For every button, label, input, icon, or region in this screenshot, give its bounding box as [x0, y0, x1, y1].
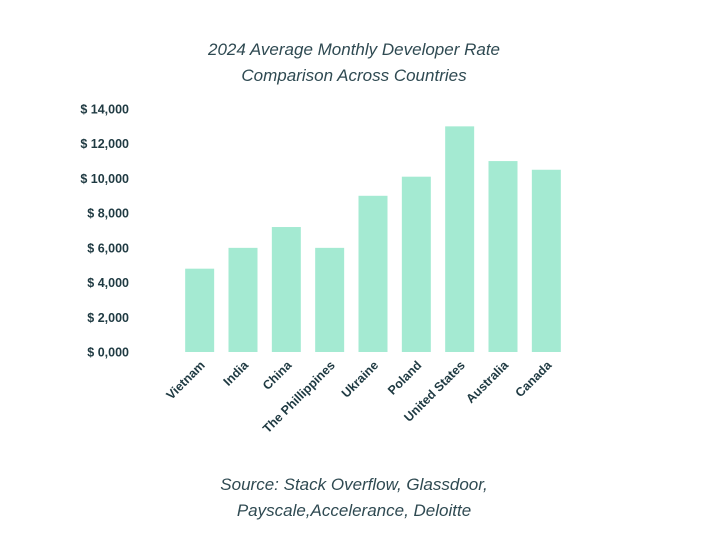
- y-tick-label: $ 12,000: [80, 137, 129, 151]
- x-tick-label: Vietnam: [164, 358, 208, 402]
- x-tick-label: China: [260, 357, 295, 392]
- x-tick-label: Australia: [463, 357, 511, 405]
- bar-canada: [531, 169, 561, 352]
- bar-poland: [401, 176, 431, 352]
- y-tick-label: $ 6,000: [87, 241, 129, 255]
- y-tick-label: $ 8,000: [87, 207, 129, 221]
- y-tick-label: $ 10,000: [80, 172, 129, 186]
- source-line-1: Source: Stack Overflow, Glassdoor,: [220, 475, 487, 494]
- bar-australia: [488, 161, 518, 352]
- bar-india: [228, 247, 258, 352]
- source-line-2: Payscale,Accelerance, Deloitte: [237, 501, 471, 520]
- bar-ukraine: [358, 195, 388, 352]
- x-tick-label: Poland: [385, 358, 424, 397]
- bar-the-phillippines: [315, 247, 345, 352]
- bar-china: [271, 227, 301, 352]
- x-tick-label: Ukraine: [339, 358, 381, 400]
- x-tick-label: India: [221, 357, 252, 388]
- bars-group: [185, 126, 561, 352]
- chart-title-line-2: Comparison Across Countries: [241, 66, 467, 85]
- x-tick-label: Canada: [513, 357, 556, 400]
- y-tick-label: $ 4,000: [87, 276, 129, 290]
- y-tick-label: $ 0,000: [87, 346, 129, 360]
- y-axis: $ 0,000 $ 2,000 $ 4,000 $ 6,000 $ 8,000 $ 10,…: [80, 103, 129, 360]
- y-tick-label: $ 2,000: [87, 311, 129, 325]
- bar-united-states: [445, 126, 475, 352]
- chart-title-line-1: 2024 Average Monthly Developer Rate: [207, 40, 500, 59]
- bar-vietnam: [185, 268, 215, 352]
- y-tick-label: $ 14,000: [80, 103, 129, 117]
